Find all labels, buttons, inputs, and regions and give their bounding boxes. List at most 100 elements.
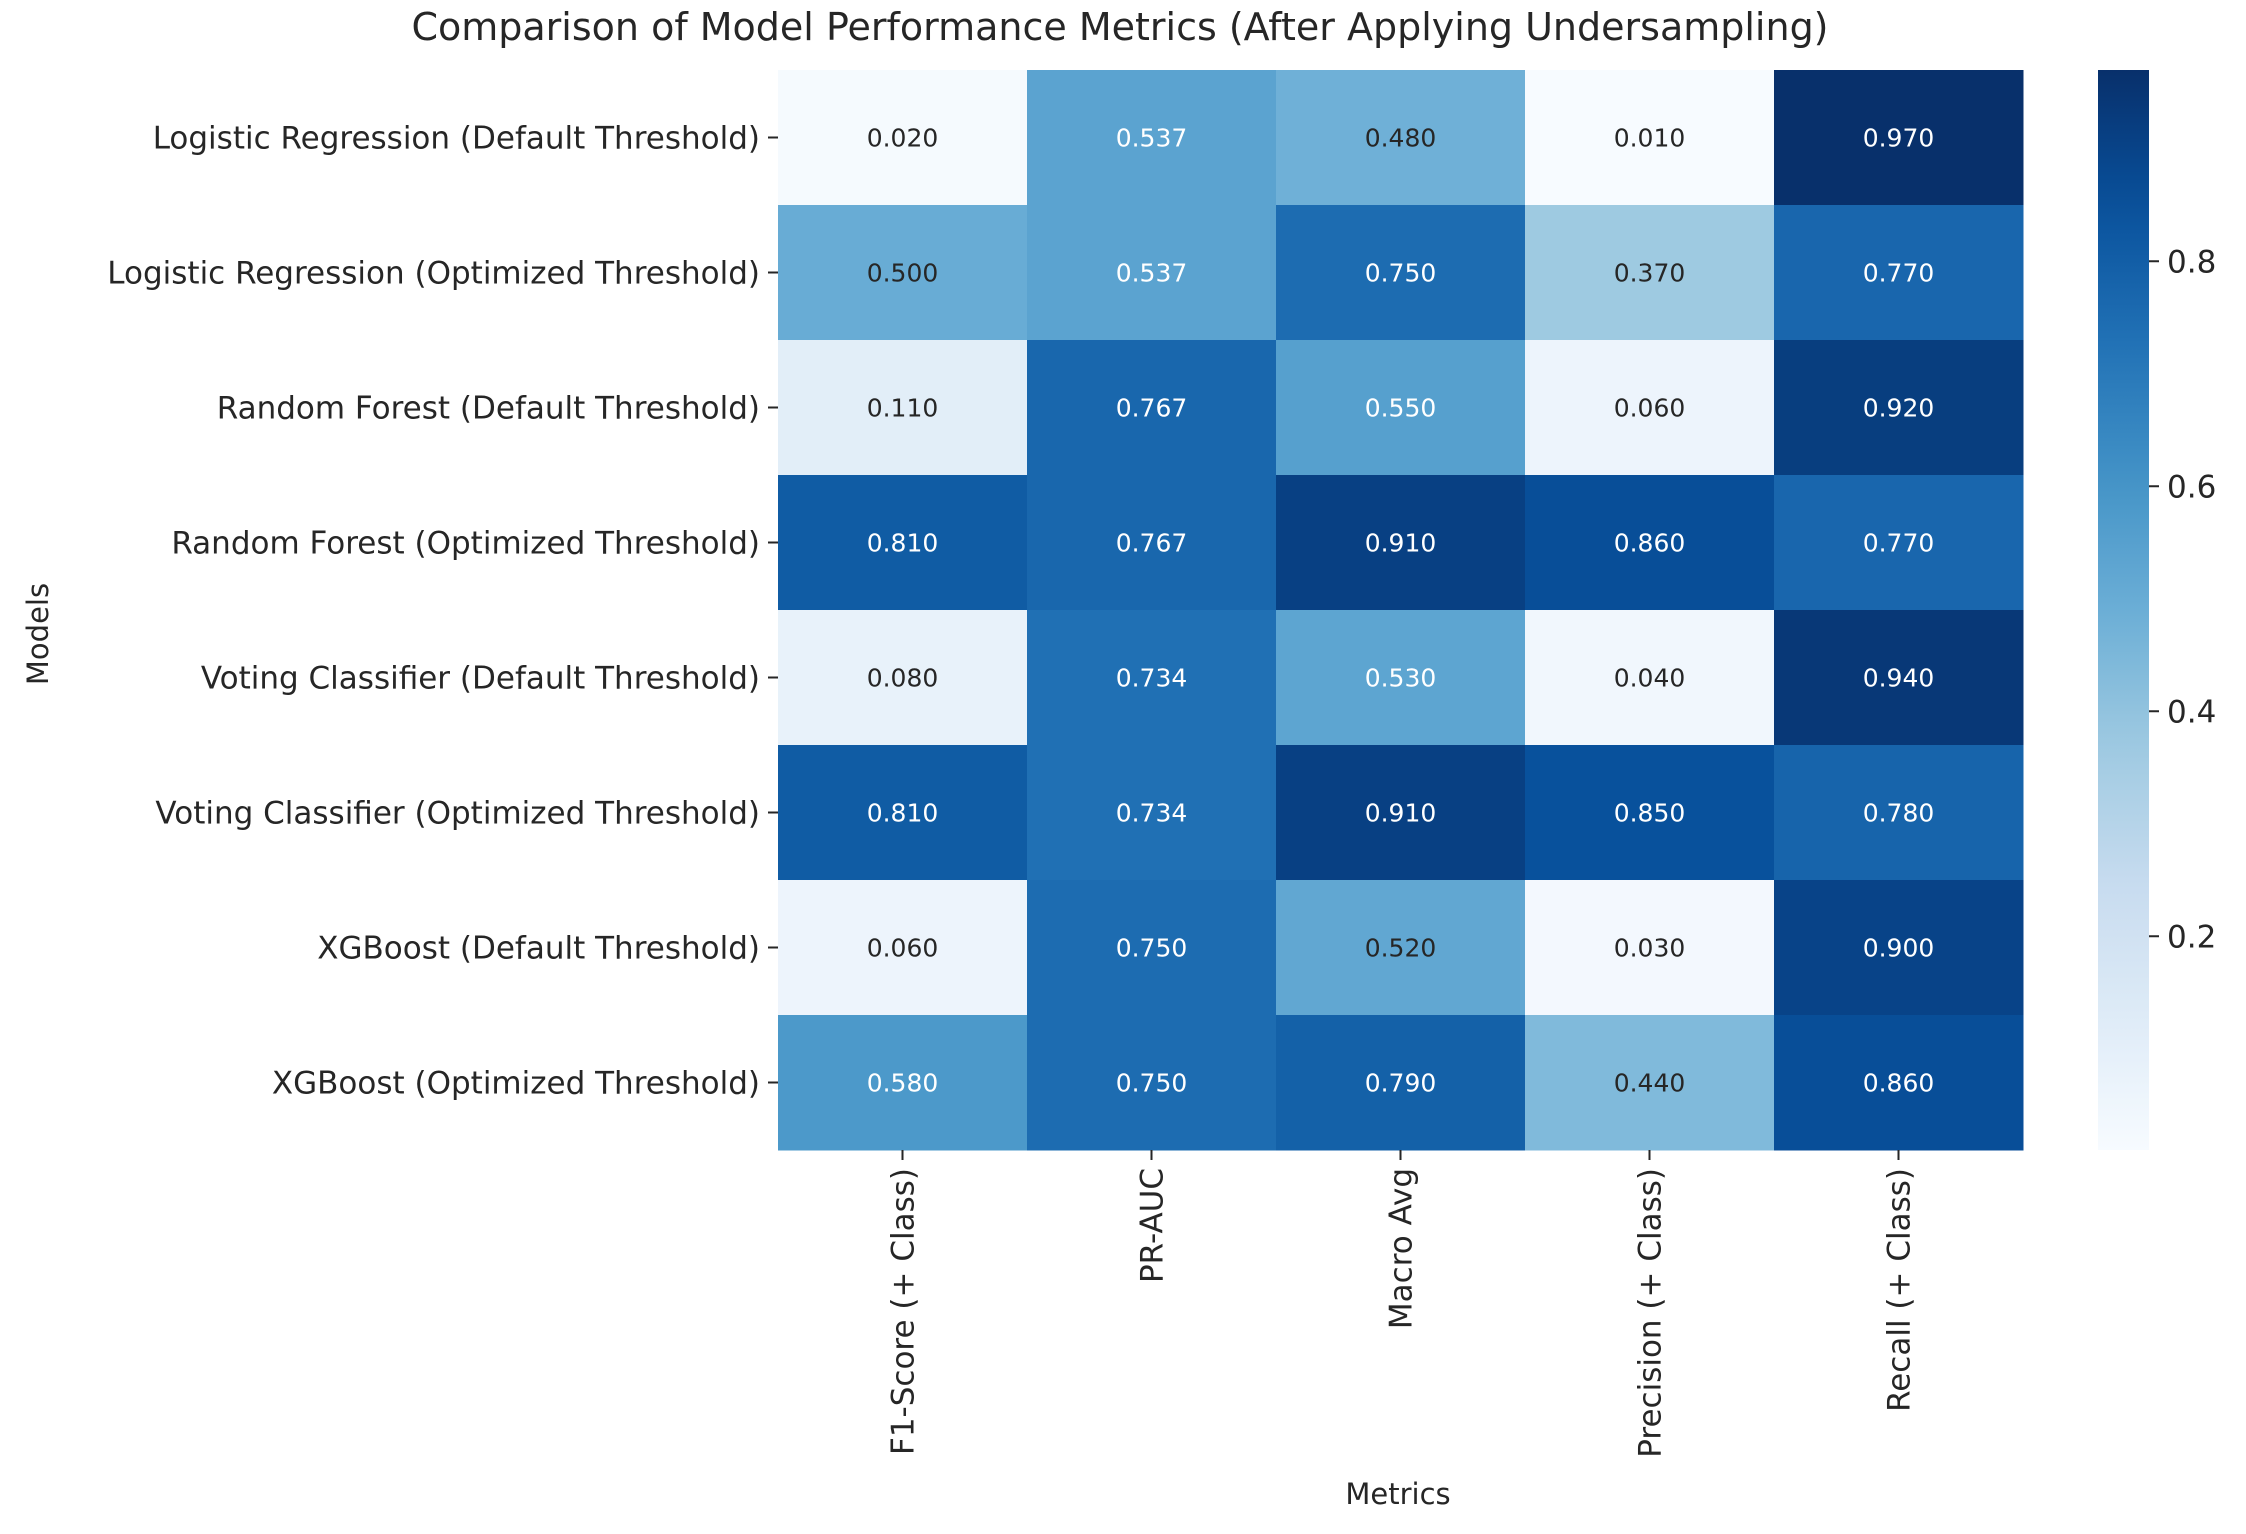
cell-value-label: 0.750 [1116, 1069, 1188, 1098]
colorbar-gradient [2098, 70, 2149, 1150]
heatmap-cell [1774, 205, 2024, 341]
heatmap-cell [1774, 475, 2024, 611]
cell-value-label: 0.970 [1863, 124, 1935, 153]
cell-value-label: 0.537 [1116, 124, 1188, 153]
cell-value-label: 0.810 [867, 799, 939, 828]
colorbar: 0.2 0.4 0.6 0.8 [2098, 70, 2216, 1150]
cell-value-label: 0.030 [1614, 934, 1686, 963]
cell-value-label: 0.060 [1614, 394, 1686, 423]
cell-value-label: 0.920 [1863, 394, 1935, 423]
heatmap-cell [778, 70, 1028, 206]
cell-value-label: 0.370 [1614, 259, 1686, 288]
cell-value-label: 0.537 [1116, 259, 1188, 288]
cell-value-label: 0.940 [1863, 664, 1935, 693]
heatmap-cell [1027, 70, 1277, 206]
cell-value-label: 0.480 [1365, 124, 1437, 153]
y-tick-label: Voting Classifier (Default Threshold) [201, 661, 760, 697]
heatmap-cell [1027, 745, 1277, 881]
heatmap-cell [1525, 205, 1775, 341]
heatmap-cell [1525, 745, 1775, 881]
heatmap-cell [1027, 475, 1277, 611]
heatmap-cell [778, 1015, 1028, 1151]
cell-value-label: 0.440 [1614, 1069, 1686, 1098]
heatmap-cell [1774, 70, 2024, 206]
y-tick-label: Logistic Regression (Optimized Threshold… [107, 256, 760, 292]
cell-value-label: 0.580 [867, 1069, 939, 1098]
heatmap-cell [1774, 745, 2024, 881]
colorbar-tick-label: 0.8 [2167, 244, 2216, 280]
heatmap-cell [1276, 880, 1526, 1016]
heatmap-cell [1774, 880, 2024, 1016]
y-axis-ticks: Logistic Regression (Default Threshold) L… [107, 121, 778, 1102]
cell-value-label: 0.750 [1365, 259, 1437, 288]
y-tick-label: Voting Classifier (Optimized Threshold) [155, 796, 760, 832]
cell-value-label: 0.767 [1116, 394, 1188, 423]
heatmap-cell [1525, 475, 1775, 611]
cell-value-label: 0.020 [867, 124, 939, 153]
y-tick-label: Random Forest (Optimized Threshold) [171, 526, 760, 562]
cell-value-label: 0.910 [1365, 529, 1437, 558]
heatmap-cell [1525, 340, 1775, 476]
cell-value-label: 0.810 [867, 529, 939, 558]
heatmap-cell [778, 340, 1028, 476]
heatmap-cell [1525, 610, 1775, 746]
heatmap-cell [1276, 745, 1526, 881]
x-axis-label: Metrics [1345, 1477, 1450, 1511]
x-tick-label: F1-Score (+ Class) [886, 1168, 922, 1455]
cell-value-label: 0.060 [867, 934, 939, 963]
y-tick-label: Logistic Regression (Default Threshold) [153, 121, 760, 157]
cell-value-label: 0.500 [867, 259, 939, 288]
heatmap-cell [778, 880, 1028, 1016]
cell-value-label: 0.860 [1863, 1069, 1935, 1098]
cell-value-label: 0.010 [1614, 124, 1686, 153]
heatmap-cell [1525, 1015, 1775, 1151]
heatmap-cell [1276, 1015, 1526, 1151]
cell-value-label: 0.860 [1614, 529, 1686, 558]
cell-value-label: 0.750 [1116, 934, 1188, 963]
cell-value-label: 0.080 [867, 664, 939, 693]
cell-value-label: 0.900 [1863, 934, 1935, 963]
heatmap-cell [1027, 205, 1277, 341]
heatmap-cell [1774, 340, 2024, 476]
cell-value-label: 0.734 [1116, 664, 1188, 693]
cell-value-label: 0.040 [1614, 664, 1686, 693]
heatmap-cell [778, 610, 1028, 746]
x-tick-label: Macro Avg [1384, 1168, 1420, 1329]
heatmap-cell [778, 745, 1028, 881]
colorbar-tick-label: 0.2 [2167, 919, 2216, 955]
heatmap-cell [1027, 340, 1277, 476]
heatmap-cell [1276, 205, 1526, 341]
x-axis-ticks: F1-Score (+ Class) PR-AUC Macro Avg Precisi… [886, 1150, 1918, 1458]
cell-value-label: 0.910 [1365, 799, 1437, 828]
heatmap-cell [1774, 1015, 2024, 1151]
heatmap-cells: 0.020 0.537 0.480 0.010 0.970 0.500 0.537 0.750… [778, 70, 2024, 1151]
heatmap-cell [1525, 880, 1775, 1016]
heatmap-cell [778, 475, 1028, 611]
cell-value-label: 0.780 [1863, 799, 1935, 828]
heatmap-cell [1027, 880, 1277, 1016]
cell-value-label: 0.767 [1116, 529, 1188, 558]
colorbar-tick-label: 0.6 [2167, 469, 2216, 505]
cell-value-label: 0.734 [1116, 799, 1188, 828]
heatmap-cell [1525, 70, 1775, 206]
heatmap-cell [1027, 1015, 1277, 1151]
y-tick-label: XGBoost (Optimized Threshold) [272, 1066, 760, 1102]
heatmap-cell [1774, 610, 2024, 746]
heatmap-cell [1027, 610, 1277, 746]
heatmap-cell [1276, 475, 1526, 611]
cell-value-label: 0.850 [1614, 799, 1686, 828]
x-tick-label: Precision (+ Class) [1633, 1168, 1669, 1458]
x-tick-label: PR-AUC [1135, 1168, 1171, 1283]
y-axis-label: Models [21, 583, 55, 685]
cell-value-label: 0.550 [1365, 394, 1437, 423]
x-tick-label: Recall (+ Class) [1882, 1168, 1918, 1412]
cell-value-label: 0.770 [1863, 529, 1935, 558]
cell-value-label: 0.520 [1365, 934, 1437, 963]
y-tick-label: XGBoost (Default Threshold) [317, 931, 760, 967]
chart-title: Comparison of Model Performance Metrics … [411, 5, 1828, 49]
cell-value-label: 0.790 [1365, 1069, 1437, 1098]
heatmap-cell [1276, 340, 1526, 476]
heatmap-cell [1276, 610, 1526, 746]
cell-value-label: 0.770 [1863, 259, 1935, 288]
